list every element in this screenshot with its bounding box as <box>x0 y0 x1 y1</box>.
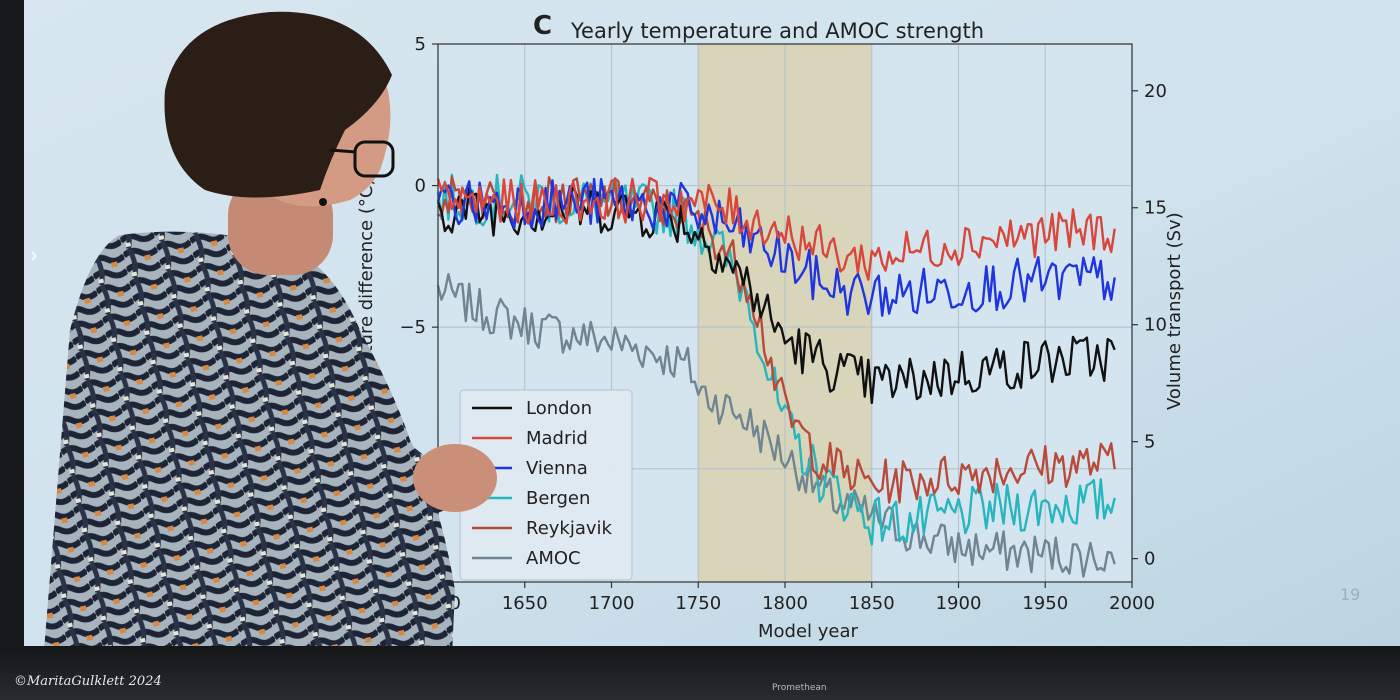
y-left-tick-label: 0 <box>415 176 426 197</box>
x-tick-label: 1950 <box>1022 593 1068 614</box>
y-right-tick-label: 20 <box>1144 81 1167 102</box>
x-tick-label: 1850 <box>849 593 895 614</box>
legend-label-madrid: Madrid <box>526 428 588 449</box>
chart-panel-letter: C <box>533 11 552 41</box>
monitor-bezel <box>0 646 1400 700</box>
series-line-vienna <box>436 177 1116 317</box>
y-left-tick-label: −5 <box>399 317 426 338</box>
legend-label-amoc: AMOC <box>526 548 581 569</box>
screen-arrow-left-icon[interactable]: › <box>30 243 38 267</box>
x-tick-label: 1800 <box>762 593 808 614</box>
x-tick-label: 1700 <box>589 593 635 614</box>
y-left-tick-label: 5 <box>415 34 426 55</box>
x-tick-label: 1900 <box>936 593 982 614</box>
x-tick-label: 1650 <box>502 593 548 614</box>
series-line-amoc <box>436 273 1116 578</box>
series-line-madrid <box>436 176 1116 281</box>
x-axis-label: Model year <box>758 621 859 642</box>
legend: London Madrid Vienna Bergen Reykjavik AMOC <box>459 389 633 581</box>
x-tick-label: 2000 <box>1109 593 1155 614</box>
legend-label-bergen: Bergen <box>526 488 590 509</box>
chart-title: Yearly temperature and AMOC strength <box>570 19 984 43</box>
y-axis-label-right: Volume transport (Sv) <box>1164 212 1185 410</box>
legend-label-reykjavik: Reykjavik <box>526 518 613 539</box>
chart: C Yearly temperature and AMOC strength 1… <box>356 11 1185 642</box>
slide-number: 19 <box>1340 585 1361 604</box>
presenter <box>40 11 497 700</box>
legend-label-vienna: Vienna <box>526 458 588 479</box>
legend-label-london: London <box>526 398 592 419</box>
y-right-tick-label: 5 <box>1144 432 1155 453</box>
x-tick-label: 1750 <box>675 593 721 614</box>
y-right-tick-label: 15 <box>1144 198 1167 219</box>
screen-left-frame <box>0 0 24 700</box>
photo-watermark: ©MaritaGulklett 2024 <box>14 674 162 689</box>
y-right-tick-label: 0 <box>1144 549 1155 570</box>
y-right-tick-label: 10 <box>1144 315 1167 336</box>
series-line-reykjavik <box>437 175 1116 504</box>
series-line-london <box>436 184 1116 405</box>
monitor-brand: Promethean <box>772 683 827 693</box>
